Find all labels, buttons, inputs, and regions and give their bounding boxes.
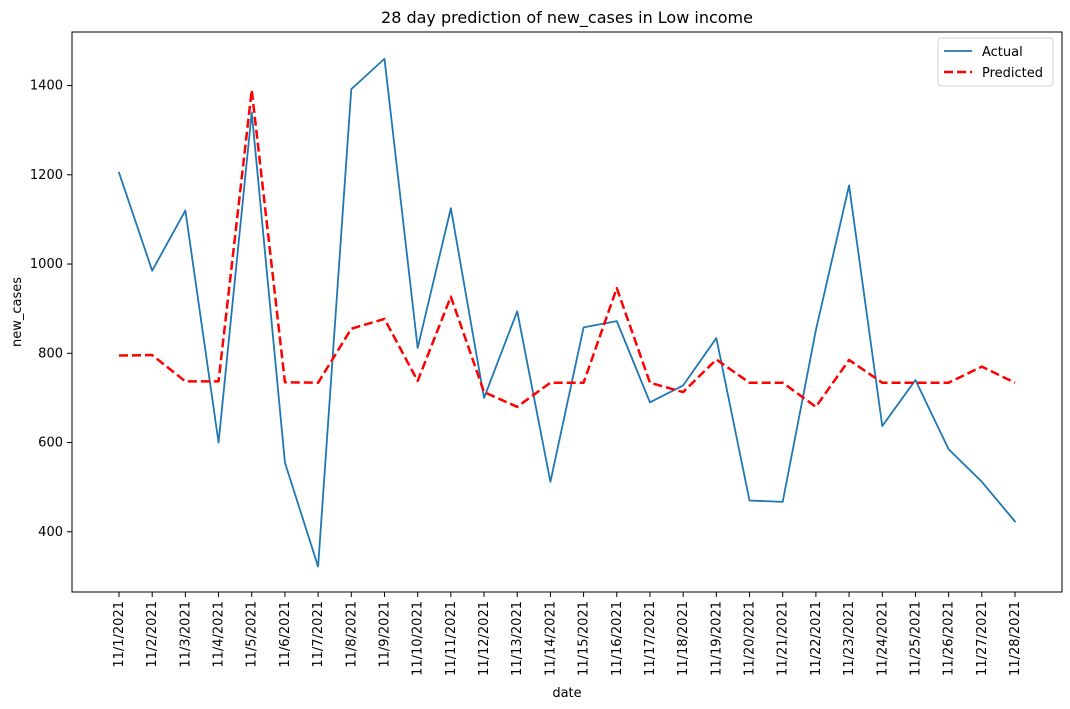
x-tick-label: 11/22/2021 — [809, 601, 824, 676]
x-tick-label: 11/10/2021 — [411, 601, 426, 676]
plot-area — [71, 31, 1063, 593]
y-axis: 400 600 800 1000 1200 1400 — [30, 79, 72, 540]
x-tick-label: 11/18/2021 — [676, 601, 691, 676]
x-tick-label: 11/19/2021 — [709, 601, 724, 676]
x-tick-label: 11/28/2021 — [1008, 601, 1023, 676]
x-tick-label: 11/23/2021 — [842, 601, 857, 676]
x-tick-label: 11/9/2021 — [377, 601, 392, 668]
x-tick-label: 11/5/2021 — [245, 601, 260, 668]
series-layer — [118, 57, 1016, 568]
series-actual-line — [118, 57, 1016, 568]
x-tick-label: 11/14/2021 — [543, 601, 558, 676]
series-predicted-line — [118, 88, 1016, 409]
x-tick-label: 11/15/2021 — [577, 601, 592, 676]
x-tick-label: 11/24/2021 — [875, 601, 890, 676]
y-tick-label: 600 — [38, 436, 63, 451]
x-tick-label: 11/21/2021 — [776, 601, 791, 676]
y-axis-label: new_cases — [10, 277, 25, 347]
x-tick-label: 11/25/2021 — [908, 601, 923, 676]
x-tick-label: 11/2/2021 — [145, 601, 160, 668]
x-axis-label: date — [552, 686, 581, 701]
x-tick-label: 11/4/2021 — [212, 601, 227, 668]
legend-box — [937, 37, 1054, 87]
legend-predicted-label: Predicted — [982, 66, 1043, 81]
chart-title: 28 day prediction of new_cases in Low in… — [381, 8, 753, 28]
y-tick-label: 1200 — [30, 168, 63, 183]
y-tick-label: 800 — [38, 346, 63, 361]
x-tick-label: 11/27/2021 — [975, 601, 990, 676]
x-axis: 11/1/2021 11/2/2021 11/3/2021 11/4/2021 11/5… — [112, 592, 1023, 676]
x-tick-label: 11/16/2021 — [610, 601, 625, 676]
x-tick-label: 11/7/2021 — [311, 601, 326, 668]
x-tick-label: 11/3/2021 — [178, 601, 193, 668]
legend-actual-label: Actual — [982, 45, 1023, 60]
x-tick-label: 11/17/2021 — [643, 601, 658, 676]
x-tick-label: 11/26/2021 — [942, 601, 957, 676]
x-tick-label: 11/1/2021 — [112, 601, 127, 668]
x-tick-label: 11/13/2021 — [510, 601, 525, 676]
legend: Actual Predicted — [937, 37, 1054, 87]
x-tick-label: 11/6/2021 — [278, 601, 293, 668]
x-tick-label: 11/12/2021 — [477, 601, 492, 676]
y-tick-label: 1400 — [30, 79, 63, 94]
x-tick-label: 11/8/2021 — [344, 601, 359, 668]
x-tick-label: 11/11/2021 — [444, 601, 459, 676]
x-tick-label: 11/20/2021 — [743, 601, 758, 676]
y-tick-label: 1000 — [30, 257, 63, 272]
y-tick-label: 400 — [38, 525, 63, 540]
